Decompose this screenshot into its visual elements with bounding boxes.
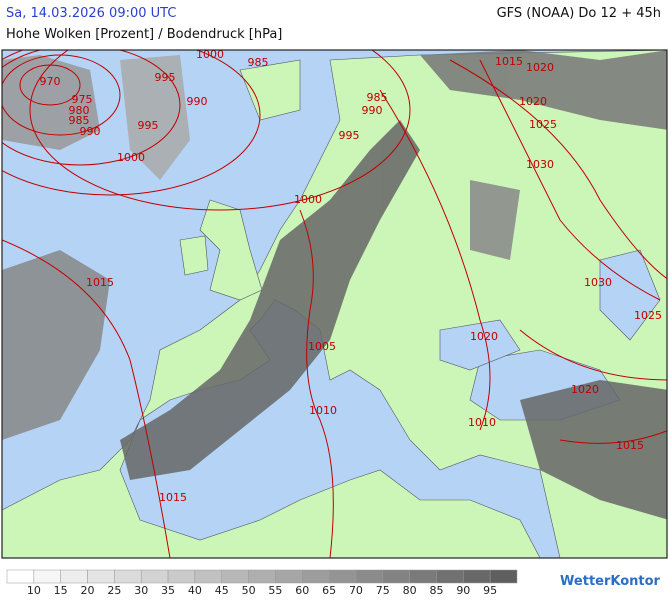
legend-swatch [436,569,464,584]
isobar-label: 1020 [470,330,498,343]
isobar-label: 990 [187,95,208,108]
legend-swatch [302,569,330,584]
legend: 10 15 20 25 30 35 40 45 50 55 60 65 70 75 80 85 90 95 [6,569,518,597]
isobar-label: 1030 [584,276,612,289]
legend-label: 40 [188,584,202,597]
isobar-label: 1010 [309,404,337,417]
isobar-label: 1020 [526,61,554,74]
legend-label: 80 [403,584,417,597]
legend-swatch [409,569,437,584]
legend-label: 25 [107,584,121,597]
isobars [2,50,667,558]
timestamp: Sa, 14.03.2026 09:00 UTC [6,6,177,21]
legend-swatch [221,569,249,584]
isobar-label: 1025 [634,309,662,322]
isobar-label: 1015 [86,276,114,289]
legend-label: 85 [429,584,443,597]
legend-swatch [248,569,276,584]
legend-label: 10 [27,584,41,597]
model-run: GFS (NOAA) Do 12 + 45h [496,6,661,21]
high-clouds [2,50,667,520]
isobar-label: 1000 [117,151,145,164]
isobar-label: 990 [362,104,383,117]
isobar-label: 985 [248,56,269,69]
isobar-label: 1000 [196,48,224,61]
legend-swatch [489,569,518,584]
legend-label: 30 [134,584,148,597]
isobar-label: 1000 [294,193,322,206]
legend-swatch [275,569,303,584]
isobar-label: 995 [138,119,159,132]
isobar-label: 985 [69,114,90,127]
isobar-label: 1010 [468,416,496,429]
legend-swatch [382,569,410,584]
legend-swatch [6,569,35,584]
legend-label: 90 [456,584,470,597]
legend-label: 50 [242,584,256,597]
legend-swatch [140,569,169,584]
legend-swatch [87,569,115,584]
legend-label: 20 [81,584,95,597]
map-title: Hohe Wolken [Prozent] / Bodendruck [hPa] [6,27,283,42]
isobar-label: 1015 [616,439,644,452]
isobar-label: 990 [80,125,101,138]
map-frame [1,49,668,559]
legend-swatch [33,569,61,584]
legend-label: 70 [349,584,363,597]
isobar-label: 995 [155,71,176,84]
legend-label: 65 [322,584,336,597]
legend-label: 15 [54,584,68,597]
logo: WetterKontor [560,574,661,589]
isobar-label: 1015 [495,55,523,68]
isobar-label: 975 [72,93,93,106]
legend-swatch [463,569,491,584]
isobar-label: 1015 [159,491,187,504]
isobar-label: 985 [367,91,388,104]
isobar-label: 1025 [529,118,557,131]
isobar-label: 1030 [526,158,554,171]
legend-swatch [167,569,196,584]
legend-label: 35 [161,584,175,597]
isobar-label: 980 [69,104,90,117]
legend-swatch [60,569,88,584]
isobar-label: 1020 [571,383,599,396]
isobar-label: 1005 [308,340,336,353]
legend-swatch [114,569,142,584]
legend-label: 60 [295,584,309,597]
legend-swatch [328,569,357,584]
legend-label: 45 [215,584,229,597]
legend-label: 55 [268,584,282,597]
legend-swatch [355,569,384,584]
legend-label: 95 [483,584,497,597]
isobar-label: 1020 [519,95,547,108]
isobar-label: 995 [339,129,360,142]
legend-swatch [194,569,222,584]
legend-label: 75 [376,584,390,597]
isobar-label: 970 [40,75,61,88]
